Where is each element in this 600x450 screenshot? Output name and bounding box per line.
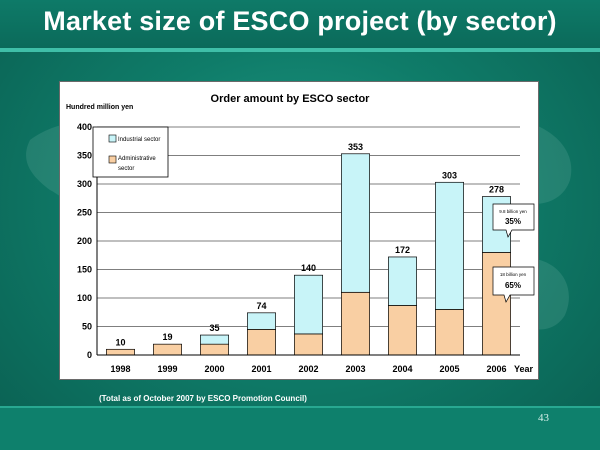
- chart-panel: Order amount by ESCO sector Hundred mill…: [59, 81, 539, 380]
- bar-industrial-2002: [294, 274, 323, 335]
- bar-administrative-2003: [341, 291, 370, 356]
- total-label-2003: 353: [348, 142, 363, 152]
- y-tick-label: 300: [77, 179, 92, 189]
- x-tick-label: 2002: [298, 364, 318, 374]
- total-label-1999: 19: [162, 332, 172, 342]
- legend-swatch-industrial: [108, 134, 117, 143]
- page-number: 43: [538, 412, 549, 424]
- y-axis-label: Hundred million yen: [66, 104, 133, 111]
- x-tick-label: 1998: [110, 364, 130, 374]
- y-tick-label: 100: [77, 293, 92, 303]
- y-tick-label: 0: [87, 350, 92, 360]
- data-labels: 10 19 35 74 140 353 172 303 278: [115, 142, 504, 348]
- total-label-2006: 278: [489, 185, 504, 195]
- y-tick-label: 350: [77, 151, 92, 161]
- bar-industrial-2005: [435, 181, 464, 310]
- legend-label-industrial: Industrial sector: [118, 137, 160, 143]
- x-tick-label: 2006: [486, 364, 506, 374]
- callout-industrial-amount: 9.8 billion yen: [499, 209, 527, 214]
- y-tick-label: 50: [82, 322, 92, 332]
- bar-administrative-1998: [106, 348, 135, 356]
- x-tick-label: 2003: [345, 364, 365, 374]
- bar-administrative-2000: [200, 343, 229, 356]
- footer-band: [0, 408, 600, 450]
- legend: Industrial sector Administrative sector: [92, 126, 169, 178]
- x-tick-label: 2004: [392, 364, 412, 374]
- source-footnote: (Total as of October 2007 by ESCO Promot…: [99, 394, 307, 403]
- y-tick-label: 250: [77, 208, 92, 218]
- callout-industrial-share: 35%: [505, 217, 521, 226]
- bar-administrative-2004: [388, 305, 417, 356]
- x-tick-label: 2005: [439, 364, 459, 374]
- bar-industrial-2003: [341, 153, 370, 293]
- legend-swatch-administrative: [108, 155, 117, 164]
- bar-industrial-2000: [200, 334, 229, 345]
- stacked-bar-chart: Order amount by ESCO sector Hundred mill…: [66, 93, 535, 374]
- total-label-2005: 303: [442, 170, 457, 180]
- x-axis-label: Year: [514, 364, 534, 374]
- x-axis-ticks: 1998 1999 2000 2001 2002 2003 2004 2005 2006: [110, 364, 506, 374]
- bar-administrative-2001: [247, 329, 276, 356]
- bar-administrative-2002: [294, 333, 323, 356]
- y-tick-label: 150: [77, 265, 92, 275]
- x-tick-label: 2001: [251, 364, 271, 374]
- legend-label-administrative-line2: sector: [118, 166, 134, 172]
- callout-administrative-amount: 18 billion yen: [500, 272, 527, 277]
- callout-administrative-box: [492, 266, 535, 303]
- title-band: [0, 0, 600, 48]
- total-label-1998: 10: [115, 337, 125, 347]
- bar-administrative-2005: [435, 309, 464, 356]
- y-tick-label: 400: [77, 122, 92, 132]
- bars: [106, 153, 511, 356]
- total-label-2001: 74: [256, 301, 266, 311]
- footer-divider: [0, 406, 600, 409]
- bar-industrial-2004: [388, 256, 417, 306]
- bar-administrative-1999: [153, 343, 182, 356]
- chart-title: Order amount by ESCO sector: [211, 93, 371, 105]
- x-tick-label: 1999: [157, 364, 177, 374]
- total-label-2004: 172: [395, 245, 410, 255]
- total-label-2000: 35: [209, 323, 219, 333]
- x-tick-label: 2000: [204, 364, 224, 374]
- bar-industrial-2001: [247, 312, 276, 330]
- total-label-2002: 140: [301, 263, 316, 273]
- y-tick-label: 200: [77, 236, 92, 246]
- legend-box: [92, 126, 169, 178]
- callout-administrative-share: 65%: [505, 281, 521, 290]
- callout-industrial-box: [492, 203, 535, 238]
- title-divider: [0, 48, 600, 52]
- callout-industrial: 9.8 billion yen 35%: [492, 203, 535, 238]
- y-axis-ticks: 0 50 100 150 200 250 300 350 400: [77, 122, 92, 360]
- slide-title: Market size of ESCO project (by sector): [43, 6, 557, 36]
- legend-label-administrative-line1: Administrative: [118, 156, 156, 162]
- callout-administrative: 18 billion yen 65%: [492, 266, 535, 303]
